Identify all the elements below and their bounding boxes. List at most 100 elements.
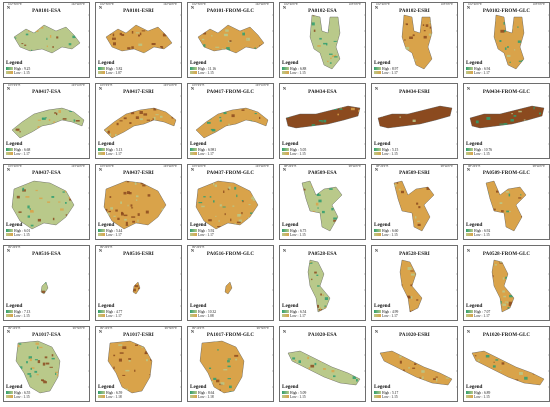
map-cell: [332, 97, 334, 99]
map-cell: [408, 395, 410, 398]
panel-title: PA0417-ESRI: [123, 90, 154, 95]
map-cell: [334, 67, 337, 69]
map-cell: [480, 210, 483, 212]
region-outline: [15, 340, 61, 394]
map-cell: [314, 271, 317, 274]
map-cell: [508, 320, 510, 322]
longitude-label: 98°40'0"E: [440, 164, 453, 168]
map-cell: [134, 285, 139, 288]
map-cell: [97, 370, 100, 372]
map-cell: [545, 186, 548, 187]
map-cell: [432, 144, 435, 147]
legend-swatch: [190, 152, 197, 156]
map-cell: [432, 239, 436, 240]
map-cell: [250, 234, 252, 237]
map-cell: [320, 293, 322, 296]
map-cell: [98, 266, 101, 269]
map-cell: [508, 301, 513, 305]
map-cell: [225, 112, 227, 114]
map-cell: [431, 68, 432, 69]
north-arrow-icon: N: [375, 86, 378, 91]
map-cell: [537, 193, 541, 194]
map-cell: [380, 376, 384, 378]
map-cell: [236, 194, 238, 198]
map-cell: [407, 70, 408, 73]
map-area: [471, 338, 549, 388]
map-cell: [438, 384, 441, 385]
map-cell: [173, 152, 175, 153]
map-cell: [330, 157, 332, 159]
map-cell: [291, 201, 294, 204]
map-cell: [66, 76, 69, 78]
map-cell: [49, 35, 52, 38]
panel-title: PA0434-ESRI: [399, 90, 430, 95]
map-cell: [142, 231, 145, 233]
map-cell: [130, 204, 133, 207]
map-cell: [60, 393, 62, 396]
map-cell: [113, 51, 116, 53]
map-cell: [529, 74, 531, 75]
map-cell: [109, 32, 112, 35]
map-cell: [323, 119, 327, 123]
legend-swatch: [374, 71, 381, 75]
map-cell: [471, 54, 474, 55]
map-cell: [540, 286, 541, 288]
map-cell: [323, 368, 326, 370]
map-cell: [534, 302, 537, 305]
map-cell: [413, 345, 415, 348]
map-cell: [18, 239, 19, 240]
map-cell: [333, 108, 338, 110]
map-cell: [331, 370, 335, 373]
map-cell: [191, 376, 194, 378]
map-cell: [540, 32, 543, 34]
map-cell: [76, 127, 80, 130]
map-cell: [170, 49, 172, 52]
map-cell: [27, 373, 32, 375]
map-cell: [271, 295, 273, 297]
map-cell: [239, 342, 243, 344]
map-cell: [175, 134, 176, 138]
map-cell: [82, 46, 83, 47]
map-cell: [34, 139, 37, 141]
map-cell: [381, 361, 384, 363]
map-cell: [412, 341, 415, 343]
map-cell: [352, 54, 354, 55]
map-cell: [135, 134, 137, 137]
map-cell: [536, 98, 540, 99]
map-cell: [272, 205, 274, 206]
map-cell: [412, 96, 414, 99]
map-cell: [270, 46, 273, 48]
legend-title: Legend: [6, 59, 23, 66]
map-cell: [324, 138, 328, 140]
map-cell: [61, 128, 64, 132]
map-cell: [229, 129, 232, 132]
map-cell: [440, 177, 444, 179]
north-arrow-icon: N: [99, 329, 102, 334]
map-cell: [41, 118, 44, 120]
map-cell: [71, 301, 74, 302]
map-area: [40, 257, 89, 307]
map-cell: [240, 397, 244, 400]
map-cell: [297, 43, 301, 44]
map-cell: [507, 301, 509, 304]
legend-title: Legend: [98, 140, 115, 147]
map-cell: [38, 72, 41, 75]
map-cell: [169, 369, 172, 372]
map-cell: [168, 69, 172, 70]
map-cell: [481, 157, 483, 159]
map-cell: [308, 317, 310, 319]
legend-value: High : 5.92: [198, 228, 215, 233]
map-cell: [48, 268, 50, 269]
map-cell: [224, 213, 226, 216]
map-cell: [533, 200, 536, 202]
map-cell: [355, 144, 358, 147]
legend-swatch: [466, 391, 473, 395]
map-cell: [502, 342, 504, 344]
map-cell: [18, 366, 23, 369]
legend-row-low: Low : 1.17: [98, 314, 122, 318]
map-cell: [486, 117, 491, 120]
map-cell: [324, 306, 328, 309]
map-cell: [260, 26, 263, 30]
legend-title: Legend: [282, 221, 299, 228]
map-cell: [164, 131, 166, 134]
